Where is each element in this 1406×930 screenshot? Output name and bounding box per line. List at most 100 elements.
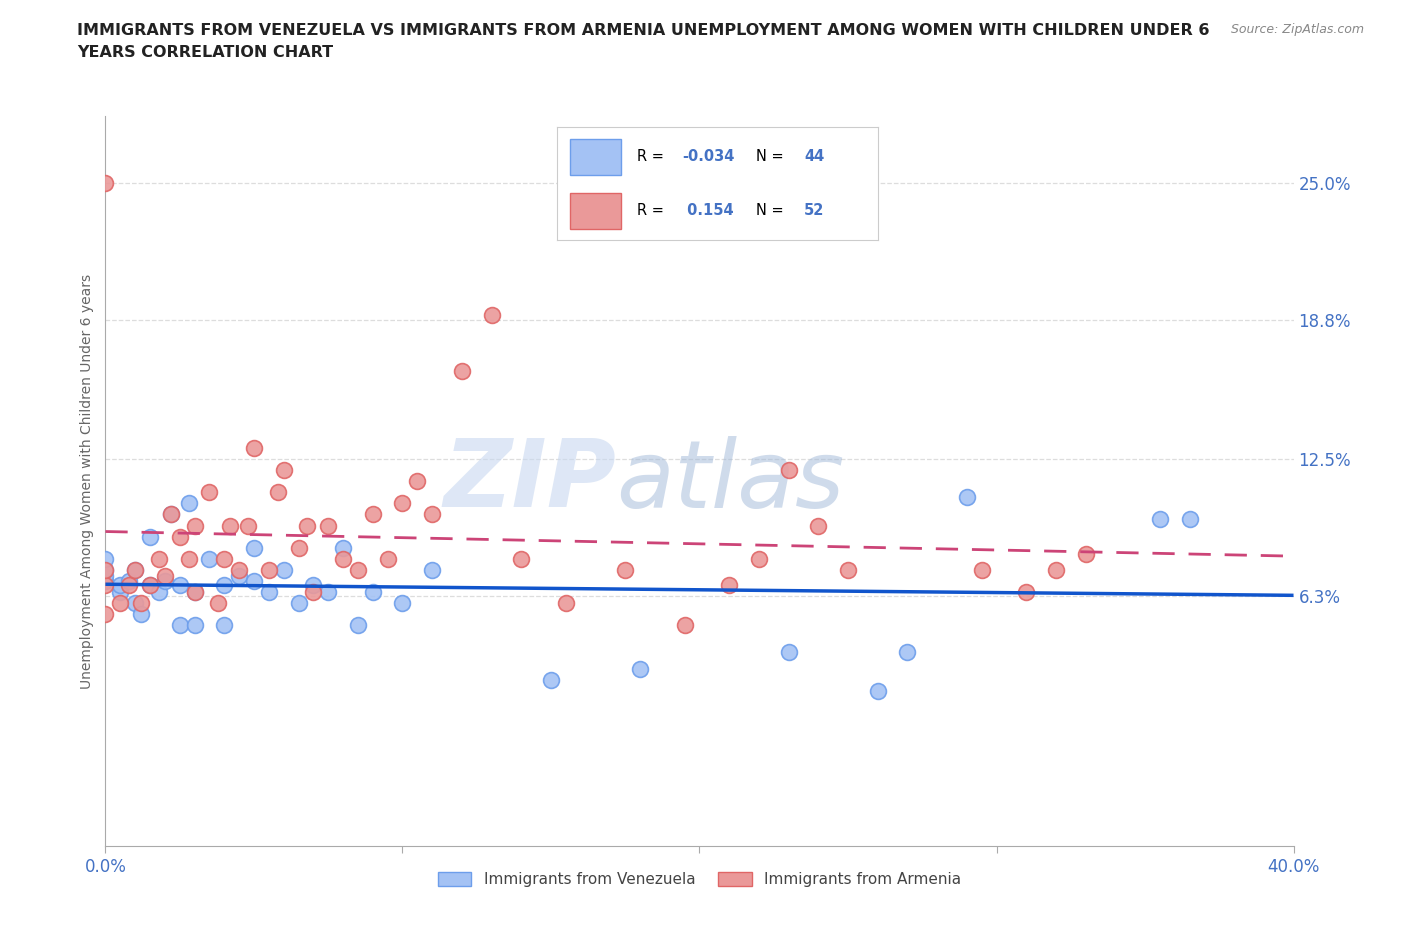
Point <box>183 584 205 599</box>
Point <box>287 540 309 555</box>
Text: YEARS CORRELATION CHART: YEARS CORRELATION CHART <box>77 45 333 60</box>
Point <box>778 644 800 659</box>
Point <box>94 569 117 584</box>
Point <box>153 569 176 584</box>
Point <box>420 507 443 522</box>
Point <box>347 618 370 632</box>
Point <box>159 507 181 522</box>
Point <box>302 578 325 592</box>
Point <box>332 551 354 566</box>
Point <box>406 474 429 489</box>
Point <box>183 518 205 533</box>
Point <box>124 563 146 578</box>
Point <box>1178 512 1201 526</box>
Point <box>481 308 503 323</box>
Point <box>228 563 250 578</box>
Point <box>673 618 696 632</box>
Point <box>243 540 266 555</box>
Point <box>267 485 290 499</box>
Point <box>896 644 918 659</box>
Point <box>243 441 266 456</box>
Point <box>332 540 354 555</box>
Point <box>718 578 741 592</box>
Point <box>124 563 146 578</box>
Point <box>1074 547 1097 562</box>
Point <box>94 551 117 566</box>
Y-axis label: Unemployment Among Women with Children Under 6 years: Unemployment Among Women with Children U… <box>80 273 94 689</box>
Point <box>287 595 309 610</box>
Text: ZIP: ZIP <box>443 435 616 527</box>
Point <box>361 507 384 522</box>
Point <box>302 584 325 599</box>
Point <box>748 551 770 566</box>
Point <box>94 574 117 589</box>
Point <box>139 529 162 544</box>
Point <box>273 463 295 478</box>
Point <box>778 463 800 478</box>
Text: Source: ZipAtlas.com: Source: ZipAtlas.com <box>1230 23 1364 36</box>
Point <box>94 563 117 578</box>
Point <box>110 578 132 592</box>
Point <box>118 574 141 589</box>
Point <box>316 584 339 599</box>
Point <box>148 584 170 599</box>
Point <box>361 584 384 599</box>
Point <box>297 518 319 533</box>
Point <box>94 563 117 578</box>
Point <box>614 563 637 578</box>
Point <box>177 496 200 511</box>
Point <box>177 551 200 566</box>
Point <box>377 551 399 566</box>
Point <box>807 518 830 533</box>
Point <box>118 578 141 592</box>
Point <box>94 606 117 621</box>
Point <box>207 595 229 610</box>
Point <box>219 518 242 533</box>
Point <box>510 551 533 566</box>
Point <box>124 595 146 610</box>
Point <box>1149 512 1171 526</box>
Text: IMMIGRANTS FROM VENEZUELA VS IMMIGRANTS FROM ARMENIA UNEMPLOYMENT AMONG WOMEN WI: IMMIGRANTS FROM VENEZUELA VS IMMIGRANTS … <box>77 23 1209 38</box>
Point <box>198 485 221 499</box>
Point <box>139 578 162 592</box>
Point <box>273 563 295 578</box>
Point <box>148 551 170 566</box>
Point <box>129 606 152 621</box>
Point <box>866 684 889 698</box>
Point <box>110 595 132 610</box>
Point <box>956 489 979 504</box>
Point <box>198 551 221 566</box>
Text: atlas: atlas <box>616 436 845 526</box>
Point <box>316 518 339 533</box>
Point <box>347 563 370 578</box>
Point <box>94 175 117 190</box>
Point <box>169 618 191 632</box>
Point <box>257 584 280 599</box>
Point <box>159 507 181 522</box>
Point <box>1015 584 1038 599</box>
Point <box>391 595 413 610</box>
Point <box>837 563 859 578</box>
Point <box>257 563 280 578</box>
Point <box>110 584 132 599</box>
Point <box>554 595 576 610</box>
Point <box>540 673 562 688</box>
Point <box>391 496 413 511</box>
Point <box>420 563 443 578</box>
Point <box>628 662 651 677</box>
Point <box>169 529 191 544</box>
Point <box>183 584 205 599</box>
Point <box>450 364 472 379</box>
Point <box>153 574 176 589</box>
Point <box>129 595 152 610</box>
Point <box>1045 563 1067 578</box>
Point <box>236 518 259 533</box>
Point <box>243 574 266 589</box>
Point <box>970 563 993 578</box>
Point <box>139 578 162 592</box>
Point <box>228 569 250 584</box>
Point <box>214 618 236 632</box>
Point <box>214 551 236 566</box>
Legend: Immigrants from Venezuela, Immigrants from Armenia: Immigrants from Venezuela, Immigrants fr… <box>432 866 967 894</box>
Point <box>214 578 236 592</box>
